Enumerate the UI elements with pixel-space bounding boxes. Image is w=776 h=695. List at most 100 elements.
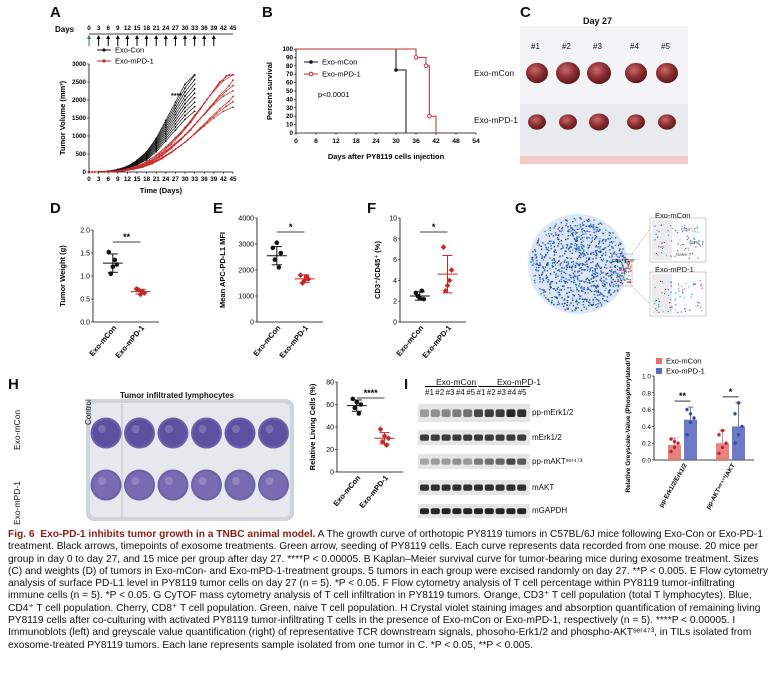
tsne-point xyxy=(578,254,581,257)
tsne-point xyxy=(559,263,562,265)
tsne-point xyxy=(574,231,577,233)
tsne-point xyxy=(549,272,551,275)
censor-mark xyxy=(413,55,419,60)
tsne-point xyxy=(603,285,605,288)
tsne-point xyxy=(544,266,547,268)
growth-point xyxy=(113,170,115,173)
growth-point xyxy=(174,107,177,110)
x-axis-label: Days after PY8119 cells injection xyxy=(328,152,445,161)
tsne-inset-point xyxy=(657,245,660,247)
tsne-inset-point xyxy=(658,306,660,308)
data-point xyxy=(733,412,737,416)
tsne-point xyxy=(557,234,559,237)
legend-marker xyxy=(309,60,313,64)
tsne-inset-point xyxy=(671,306,673,308)
tsne-inset-point xyxy=(682,289,684,291)
tsne-point xyxy=(535,256,538,258)
tsne-t-cell-point xyxy=(619,274,621,276)
tsne-point xyxy=(565,278,567,280)
panel-a-chart: Days 0 3 6 9 12 15 18 21 24 27 30 33 36 39 42 45 0 3 6 9 12 1… xyxy=(55,25,237,195)
tsne-point xyxy=(557,301,559,303)
tsne-point xyxy=(567,261,569,263)
blot-band xyxy=(463,484,473,491)
tsne-point xyxy=(593,276,596,279)
tsne-point xyxy=(596,284,599,287)
tsne-point xyxy=(557,238,559,241)
tsne-inset-point xyxy=(663,246,665,248)
tsne-point xyxy=(592,251,595,254)
tsne-point xyxy=(584,292,586,294)
tsne-inset-point xyxy=(654,307,657,310)
tsne-point xyxy=(575,231,578,234)
tsne-point xyxy=(595,226,597,228)
tsne-inset-point xyxy=(654,239,656,241)
tsne-point xyxy=(598,240,601,242)
tsne-point xyxy=(612,247,614,249)
tsne-point xyxy=(624,270,627,272)
tsne-point xyxy=(566,292,568,295)
tsne-point xyxy=(578,256,580,259)
growth-point xyxy=(174,123,177,125)
tsne-point xyxy=(569,250,571,253)
tsne-point xyxy=(597,290,600,292)
tsne-point xyxy=(546,264,548,266)
data-point xyxy=(274,240,280,245)
tsne-point xyxy=(588,230,590,233)
tsne-t-cell-point xyxy=(622,276,625,278)
tsne-point xyxy=(543,256,546,258)
tsne-point xyxy=(548,279,550,281)
tsne-point xyxy=(575,239,577,241)
tsne-point xyxy=(579,256,582,259)
tsne-point xyxy=(584,280,587,283)
timeline-tick: 45 xyxy=(229,25,237,32)
tsne-point xyxy=(582,263,585,265)
blot-band xyxy=(430,458,440,465)
tsne-point xyxy=(547,242,549,245)
tsne-point xyxy=(568,274,571,276)
tsne-inset-point xyxy=(701,287,703,289)
tsne-inset-point xyxy=(660,224,662,226)
tsne-inset-point xyxy=(671,227,673,230)
tsne-inset-point xyxy=(683,226,686,229)
tsne-inset-point xyxy=(691,230,693,232)
tsne-point xyxy=(624,261,626,264)
tsne-point xyxy=(596,272,599,274)
tsne-point xyxy=(595,246,597,248)
tsne-t-cell-point xyxy=(619,276,621,278)
tsne-point xyxy=(532,250,534,253)
tsne-point xyxy=(564,252,566,255)
tsne-point xyxy=(580,290,583,292)
legend-marker xyxy=(102,48,106,52)
tsne-point xyxy=(571,243,573,246)
tsne-point xyxy=(605,287,607,290)
tsne-point xyxy=(567,307,569,310)
tsne-point xyxy=(595,265,597,267)
data-point xyxy=(421,296,427,302)
tsne-inset-point xyxy=(693,242,695,244)
tsne-point xyxy=(563,276,565,279)
tsne-point xyxy=(555,267,557,270)
tsne-point xyxy=(585,308,588,310)
tsne-point xyxy=(608,283,611,285)
tsne-point xyxy=(555,282,558,284)
growth-point xyxy=(155,150,158,153)
timeline-arrowhead xyxy=(211,35,216,39)
tsne-t-cell-point xyxy=(628,260,630,263)
tsne-point xyxy=(618,249,621,252)
x-tick-label: 18 xyxy=(143,176,151,183)
plate-well-highlight xyxy=(165,477,173,485)
tsne-point xyxy=(572,234,574,237)
tsne-point xyxy=(546,276,549,278)
tsne-point xyxy=(620,281,622,284)
bar xyxy=(716,443,729,460)
growth-point xyxy=(155,149,158,152)
tsne-point xyxy=(578,280,580,282)
tsne-point xyxy=(566,257,569,259)
tsne-point xyxy=(608,275,610,277)
tsne-point xyxy=(589,267,592,269)
significance: * xyxy=(289,222,293,232)
til-label: Tumor infiltrated lymphocytes xyxy=(120,391,235,400)
tsne-point xyxy=(610,252,612,255)
tsne-point xyxy=(592,226,595,228)
tsne-point xyxy=(532,264,534,266)
